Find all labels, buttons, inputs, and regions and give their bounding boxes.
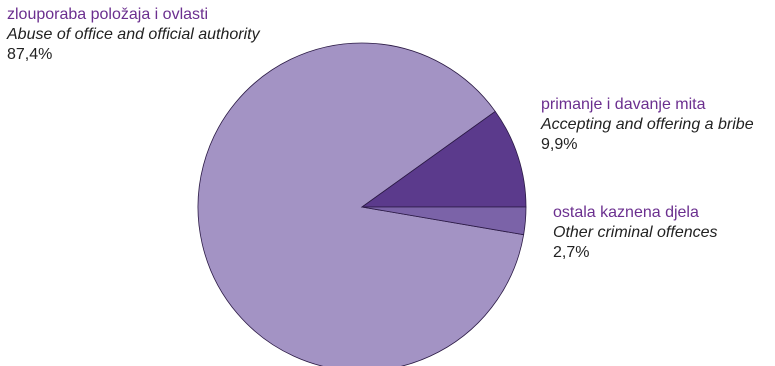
slice-label-hr: ostala kaznena djela xyxy=(553,204,699,221)
slice-label-en: Other criminal offences xyxy=(553,224,718,241)
slice-label-en: Accepting and offering a bribe xyxy=(541,116,754,133)
slice-other-offences xyxy=(361,206,527,236)
slice-bribery xyxy=(360,110,527,208)
slice-value-label: 87,4% xyxy=(7,46,53,63)
slice-label-hr: zlouporaba položaja i ovlasti xyxy=(7,6,209,23)
slice-value-label: 9,9% xyxy=(541,136,578,153)
slice-abuse-of-office xyxy=(197,42,525,366)
slice-label-en: Abuse of office and official authority xyxy=(7,26,260,43)
slice-label-abuse-of-office: zlouporaba položaja i ovlasti Abuse of o… xyxy=(7,5,260,65)
slice-label-other-offences: ostala kaznena djela Other criminal offe… xyxy=(553,203,718,263)
slice-value-label: 2,7% xyxy=(553,244,590,261)
slice-label-hr: primanje i davanje mita xyxy=(541,96,706,113)
slice-label-bribery: primanje i davanje mita Accepting and of… xyxy=(541,95,754,155)
